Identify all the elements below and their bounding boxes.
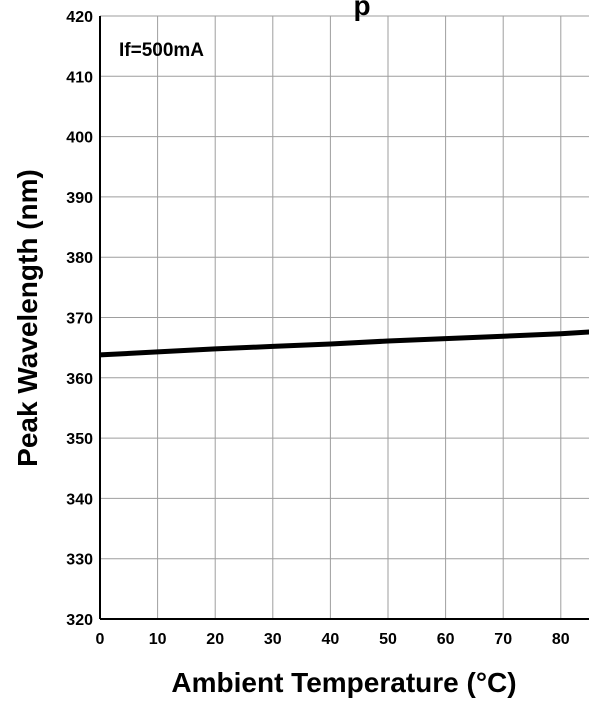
y-tick-label-400: 400	[66, 130, 93, 147]
x-tick-label-40: 40	[322, 631, 340, 648]
y-tick-label-340: 340	[66, 491, 93, 508]
y-tick-label-320: 320	[66, 612, 93, 629]
x-tick-label-20: 20	[206, 631, 224, 648]
y-tick-label-390: 390	[66, 190, 93, 207]
x-tick-label-70: 70	[494, 631, 512, 648]
x-tick-label-50: 50	[379, 631, 397, 648]
y-tick-label-370: 370	[66, 311, 93, 328]
y-tick-label-330: 330	[66, 552, 93, 569]
x-tick-label-10: 10	[149, 631, 167, 648]
data-series	[99, 329, 589, 358]
x-tick-label-60: 60	[437, 631, 455, 648]
chart-title-fragment: p	[353, 0, 370, 21]
y-tick-label-410: 410	[66, 69, 93, 86]
y-tick-label-380: 380	[66, 250, 93, 267]
tick-labels: 0 10 20 30 40 50 60 70 80 320 330 340 350 360 370 380 39…	[66, 9, 570, 648]
y-axis-title: Peak Wavelength (nm)	[12, 169, 43, 467]
grid-lines	[100, 15, 589, 619]
x-axis-title: Ambient Temperature (°C)	[171, 667, 516, 698]
series-line-0	[99, 329, 589, 358]
axes	[99, 16, 589, 620]
y-tick-label-360: 360	[66, 371, 93, 388]
current-annotation: If=500mA	[119, 40, 204, 61]
x-tick-label-80: 80	[552, 631, 570, 648]
y-tick-label-350: 350	[66, 431, 93, 448]
y-tick-label-420: 420	[66, 9, 93, 26]
x-tick-label-0: 0	[96, 631, 105, 648]
x-tick-label-30: 30	[264, 631, 282, 648]
